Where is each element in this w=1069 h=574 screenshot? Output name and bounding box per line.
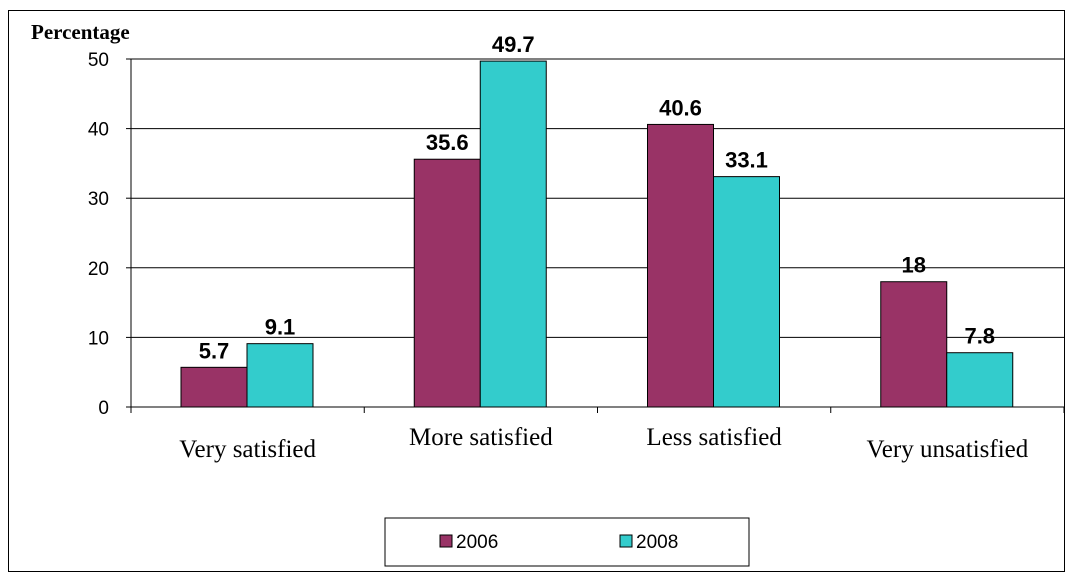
legend: 2006 2008 [384, 517, 750, 567]
y-tick-labels: 0 10 20 30 40 50 [88, 50, 109, 419]
data-label: 33.1 [725, 148, 768, 173]
category-label: More satisfied [409, 424, 553, 451]
bar-chart: 0 10 20 30 40 50 Very satisfied More satisfied… [31, 20, 1064, 567]
data-label: 7.8 [964, 324, 995, 349]
data-label: 9.1 [265, 315, 296, 340]
bar-2006-0 [180, 366, 248, 408]
y-tick-label: 30 [88, 189, 109, 210]
bar-2006-2 [647, 123, 714, 408]
data-label: 18 [902, 253, 926, 278]
data-label: 49.7 [492, 32, 535, 57]
legend-swatch-2008 [619, 534, 633, 548]
data-labels: 5.7 35.6 40.6 18 9.1 49.7 33.1 7.8 [199, 32, 995, 363]
bar-2008-1 [479, 60, 547, 408]
chart-frame: 0 10 20 30 40 50 Very satisfied More satisfied… [8, 10, 1065, 572]
y-tick-label: 50 [88, 50, 109, 71]
bar-2006-3 [880, 281, 948, 408]
category-label: Very satisfied [179, 436, 316, 463]
data-label: 5.7 [199, 338, 230, 363]
legend-box [384, 517, 750, 567]
y-axis-title: Percentage [31, 20, 130, 44]
y-tick-label: 20 [88, 259, 109, 280]
y-tick-label: 40 [88, 120, 109, 141]
axes [126, 58, 1064, 413]
data-label: 40.6 [659, 95, 702, 120]
category-labels: Very satisfied More satisfied Less satisfi… [179, 424, 1029, 463]
bars [180, 60, 1014, 408]
category-label: Less satisfied [646, 424, 782, 451]
legend-label-2008: 2008 [636, 532, 678, 553]
legend-label-2006: 2006 [456, 532, 498, 553]
category-label: Very unsatisfied [866, 436, 1028, 463]
legend-swatch-2006 [439, 534, 453, 548]
bar-2008-2 [713, 176, 780, 408]
bar-2008-0 [246, 343, 314, 408]
bar-2008-3 [946, 352, 1014, 408]
y-tick-label: 10 [88, 328, 109, 349]
y-tick-label: 0 [98, 398, 109, 419]
data-label: 35.6 [426, 130, 469, 155]
bar-2006-1 [413, 158, 481, 408]
